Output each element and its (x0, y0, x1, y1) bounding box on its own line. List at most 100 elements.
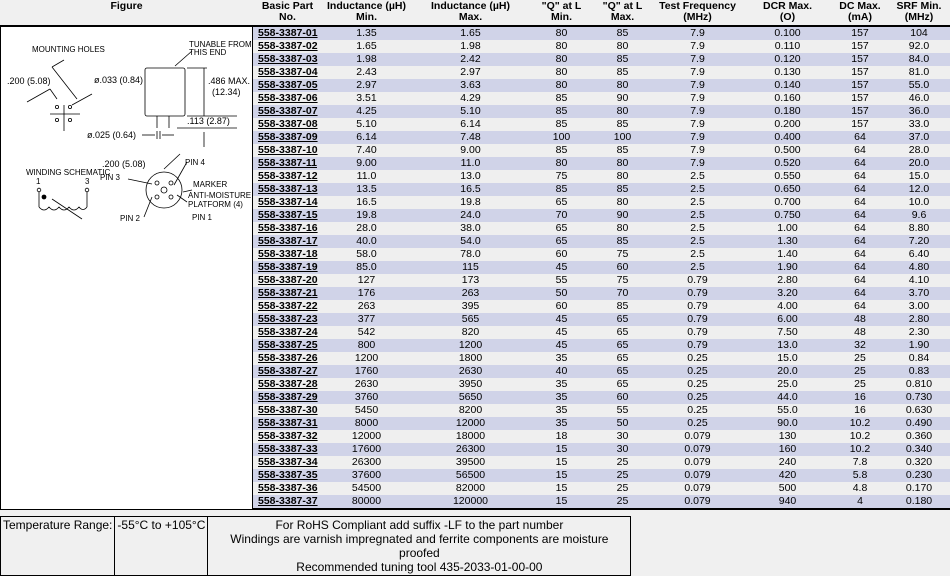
dc-max: 64 (833, 196, 888, 209)
srf-min: 0.360 (888, 430, 950, 443)
inductance-min: 11.0 (323, 170, 411, 183)
inductance-max: 6.14 (411, 118, 531, 131)
srf-min: 28.0 (888, 144, 950, 157)
dim-pin-dia: ø.025 (0.64) (87, 130, 136, 140)
part-number-link[interactable]: 558-3387-13 (253, 183, 323, 196)
part-number-link[interactable]: 558-3387-31 (253, 417, 323, 430)
inductance-max: 5.10 (411, 105, 531, 118)
part-number-link[interactable]: 558-3387-35 (253, 469, 323, 482)
dc-max: 10.2 (833, 417, 888, 430)
part-number-link[interactable]: 558-3387-19 (253, 261, 323, 274)
test-frequency: 2.5 (653, 183, 743, 196)
part-number-link[interactable]: 558-3387-03 (253, 53, 323, 66)
part-number-link[interactable]: 558-3387-25 (253, 339, 323, 352)
part-number-link[interactable]: 558-3387-16 (253, 222, 323, 235)
part-number-link[interactable]: 558-3387-17 (253, 235, 323, 248)
dc-max: 157 (833, 66, 888, 79)
part-number-link[interactable]: 558-3387-21 (253, 287, 323, 300)
part-number-link[interactable]: 558-3387-26 (253, 352, 323, 365)
srf-min: 37.0 (888, 131, 950, 144)
dc-max: 16 (833, 391, 888, 404)
test-frequency: 0.79 (653, 326, 743, 339)
part-number-link[interactable]: 558-3387-14 (253, 196, 323, 209)
srf-min: 10.0 (888, 196, 950, 209)
inductance-max: 395 (411, 300, 531, 313)
q-min: 35 (531, 352, 593, 365)
part-number-link[interactable]: 558-3387-07 (253, 105, 323, 118)
q-max: 85 (593, 66, 653, 79)
inductance-max: 173 (411, 274, 531, 287)
q-min: 85 (531, 183, 593, 196)
part-number-link[interactable]: 558-3387-29 (253, 391, 323, 404)
srf-min: 0.730 (888, 391, 950, 404)
q-max: 65 (593, 352, 653, 365)
part-number-link[interactable]: 558-3387-22 (253, 300, 323, 313)
inductance-min: 7.40 (323, 144, 411, 157)
inductance-min: 2.43 (323, 66, 411, 79)
part-number-link[interactable]: 558-3387-18 (253, 248, 323, 261)
part-number-link[interactable]: 558-3387-08 (253, 118, 323, 131)
dcr-max: 160 (743, 443, 833, 456)
inductance-min: 13.5 (323, 183, 411, 196)
part-number-link[interactable]: 558-3387-30 (253, 404, 323, 417)
part-number-link[interactable]: 558-3387-10 (253, 144, 323, 157)
srf-min: 92.0 (888, 40, 950, 53)
srf-min: 3.00 (888, 300, 950, 313)
test-frequency: 0.079 (653, 495, 743, 509)
part-number-link[interactable]: 558-3387-05 (253, 79, 323, 92)
part-number-link[interactable]: 558-3387-34 (253, 456, 323, 469)
dcr-max: 0.700 (743, 196, 833, 209)
q-min: 55 (531, 274, 593, 287)
srf-min: 0.83 (888, 365, 950, 378)
dc-max: 64 (833, 183, 888, 196)
inductance-max: 2.42 (411, 53, 531, 66)
srf-min: 4.80 (888, 261, 950, 274)
inductance-max: 78.0 (411, 248, 531, 261)
winding-pin-1: 1 (36, 177, 41, 186)
srf-min: 4.10 (888, 274, 950, 287)
part-number-link[interactable]: 558-3387-09 (253, 131, 323, 144)
inductance-min: 377 (323, 313, 411, 326)
dcr-max: 0.750 (743, 209, 833, 222)
part-number-link[interactable]: 558-3387-36 (253, 482, 323, 495)
q-min: 35 (531, 417, 593, 430)
part-number-link[interactable]: 558-3387-01 (253, 26, 323, 40)
srf-min: 6.40 (888, 248, 950, 261)
dcr-max: 4.00 (743, 300, 833, 313)
part-number-link[interactable]: 558-3387-02 (253, 40, 323, 53)
srf-min: 15.0 (888, 170, 950, 183)
part-number-link[interactable]: 558-3387-06 (253, 92, 323, 105)
notes: For RoHS Compliant add suffix -LF to the… (208, 517, 631, 576)
part-number-link[interactable]: 558-3387-37 (253, 495, 323, 509)
part-number-link[interactable]: 558-3387-33 (253, 443, 323, 456)
dcr-max: 940 (743, 495, 833, 509)
part-number-link[interactable]: 558-3387-28 (253, 378, 323, 391)
srf-min: 0.180 (888, 495, 950, 509)
part-number-link[interactable]: 558-3387-23 (253, 313, 323, 326)
q-min: 100 (531, 131, 593, 144)
dc-max: 64 (833, 144, 888, 157)
srf-min: 0.340 (888, 443, 950, 456)
q-min: 60 (531, 300, 593, 313)
q-max: 80 (593, 222, 653, 235)
header-freq: Test Frequency(MHz) (653, 0, 743, 26)
part-number-link[interactable]: 558-3387-24 (253, 326, 323, 339)
test-frequency: 0.079 (653, 443, 743, 456)
dcr-max: 0.550 (743, 170, 833, 183)
part-number-link[interactable]: 558-3387-04 (253, 66, 323, 79)
part-number-link[interactable]: 558-3387-20 (253, 274, 323, 287)
inductance-max: 26300 (411, 443, 531, 456)
part-number-link[interactable]: 558-3387-12 (253, 170, 323, 183)
test-frequency: 7.9 (653, 53, 743, 66)
part-number-link[interactable]: 558-3387-32 (253, 430, 323, 443)
q-min: 15 (531, 469, 593, 482)
part-number-link[interactable]: 558-3387-11 (253, 157, 323, 170)
inductance-max: 3.63 (411, 79, 531, 92)
srf-min: 33.0 (888, 118, 950, 131)
inductance-min: 12000 (323, 430, 411, 443)
part-number-link[interactable]: 558-3387-15 (253, 209, 323, 222)
test-frequency: 0.79 (653, 339, 743, 352)
dcr-max: 0.200 (743, 118, 833, 131)
part-number-link[interactable]: 558-3387-27 (253, 365, 323, 378)
